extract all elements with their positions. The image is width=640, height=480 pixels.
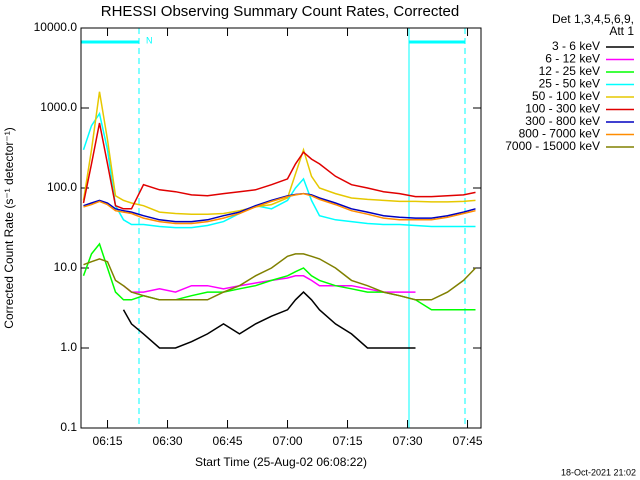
series-line xyxy=(82,111,476,229)
series-line xyxy=(83,253,477,301)
legend-label: 50 - 100 keV xyxy=(532,89,600,103)
annotation: N xyxy=(146,35,153,45)
legend-label: 25 - 50 keV xyxy=(539,77,600,91)
legend-label: 800 - 7000 keV xyxy=(519,127,600,141)
legend-label: 12 - 25 keV xyxy=(539,64,600,78)
x-tick-label: 06:15 xyxy=(93,434,123,448)
footer: 18-Oct-2021 21:02 xyxy=(561,467,636,477)
y-tick-label: 10000.0 xyxy=(34,20,78,34)
legend-label: 100 - 300 keV xyxy=(525,102,600,116)
y-tick-label: 0.1 xyxy=(60,420,77,434)
x-tick-label: 07:30 xyxy=(393,434,423,448)
x-tick-label: 06:30 xyxy=(153,434,183,448)
legend-label: 300 - 800 keV xyxy=(525,114,600,128)
x-tick-label: 07:00 xyxy=(273,434,303,448)
x-tick-label: 07:45 xyxy=(453,434,483,448)
series-line xyxy=(122,291,416,349)
y-tick-label: 10.0 xyxy=(54,260,78,274)
x-axis-label: Start Time (25-Aug-02 06:08:22) xyxy=(195,455,367,469)
series-line xyxy=(123,275,416,293)
legend-label: 7000 - 15000 keV xyxy=(505,139,600,153)
legend-label: 6 - 12 keV xyxy=(545,52,600,66)
legend-label: 3 - 6 keV xyxy=(552,39,600,53)
markers: N xyxy=(81,28,466,428)
series-line xyxy=(82,91,476,215)
y-tick-label: 1.0 xyxy=(60,340,77,354)
legend-title: Det 1,3,4,5,6,9, xyxy=(552,12,634,26)
series-line xyxy=(83,192,476,223)
x-tick-label: 07:15 xyxy=(333,434,363,448)
legend-title: Att 1 xyxy=(609,24,634,38)
series-line xyxy=(82,122,476,210)
plot-frame xyxy=(80,27,482,429)
series-line xyxy=(83,192,476,225)
y-tick-label: 100.0 xyxy=(47,180,77,194)
y-axis-label: Corrected Count Rate (s⁻¹ detector⁻¹) xyxy=(2,127,16,328)
y-tick-label: 1000.0 xyxy=(40,100,77,114)
chart-title: RHESSI Observing Summary Count Rates, Co… xyxy=(101,3,459,20)
x-tick-label: 06:45 xyxy=(213,434,243,448)
